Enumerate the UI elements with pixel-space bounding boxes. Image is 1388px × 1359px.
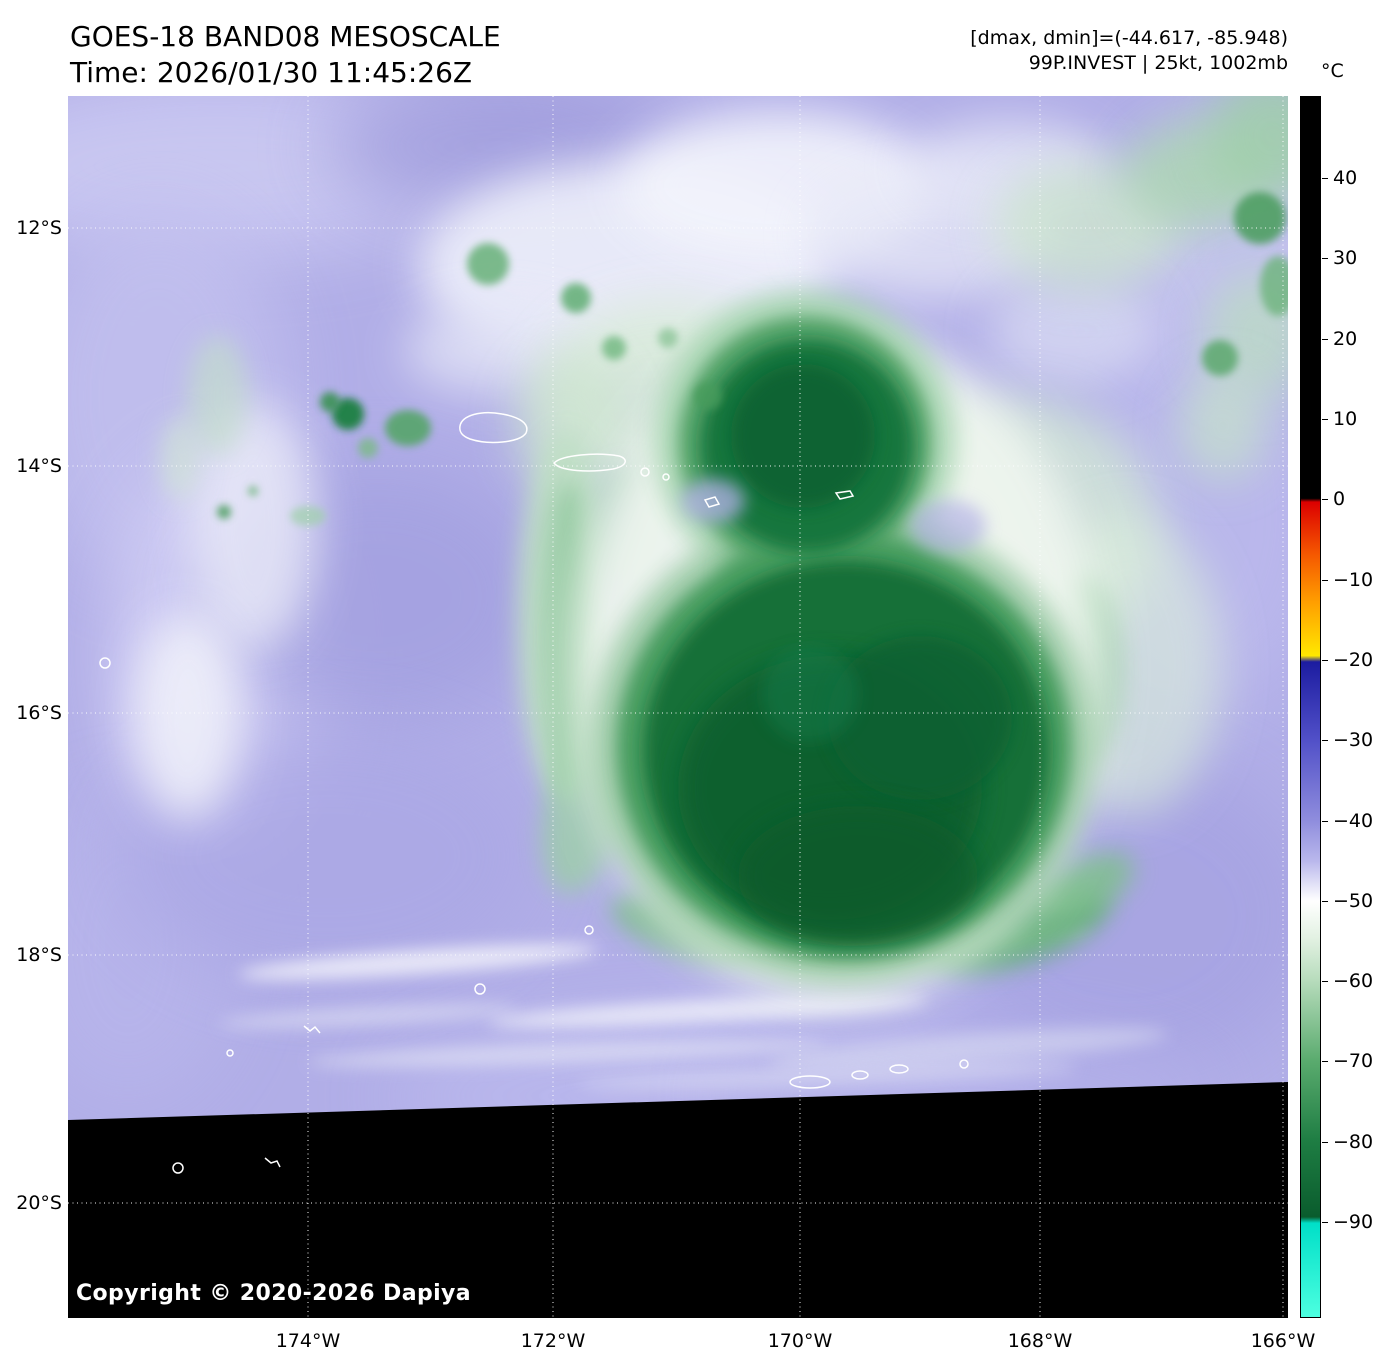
colorbar-unit-label: °C — [1321, 60, 1344, 82]
colorbar-tick: −90 — [1333, 1211, 1374, 1233]
colorbar-tick: −20 — [1333, 649, 1374, 671]
lat-label: 20°S — [16, 1192, 62, 1214]
colorbar-tick: −70 — [1333, 1050, 1374, 1072]
colorbar-tick: 30 — [1333, 247, 1358, 269]
coastlines — [99, 411, 969, 1174]
lat-label: 18°S — [16, 944, 62, 966]
dmax-dmin-readout: [dmax, dmin]=(-44.617, -85.948) — [970, 27, 1288, 49]
colorbar-tick: 20 — [1333, 328, 1358, 350]
colorbar-tick: 0 — [1333, 488, 1346, 510]
product-title: GOES-18 BAND08 MESOSCALE — [70, 20, 501, 53]
satellite-image — [68, 96, 1288, 1318]
colorbar-tick: −60 — [1333, 970, 1374, 992]
copyright-watermark: Copyright © 2020-2026 Dapiya — [76, 1281, 472, 1306]
colorbar-tick: 40 — [1333, 167, 1358, 189]
scattered-convection — [160, 192, 1288, 526]
graticule-grid-lines — [68, 96, 1288, 1318]
lon-label: 174°W — [275, 1330, 341, 1352]
colorbar-tick: −40 — [1333, 810, 1374, 832]
lat-label: 16°S — [16, 702, 62, 724]
lon-label: 170°W — [767, 1330, 833, 1352]
satellite-map: Copyright © 2020-2026 Dapiya — [68, 96, 1288, 1318]
colorbar-tick: −50 — [1333, 890, 1374, 912]
colorbar-tick: −80 — [1333, 1131, 1374, 1153]
lon-label: 172°W — [520, 1330, 586, 1352]
lat-label: 12°S — [16, 217, 62, 239]
colorbar-tick: −10 — [1333, 569, 1374, 591]
storm-readout: 99P.INVEST | 25kt, 1002mb — [1028, 52, 1288, 74]
lon-label: 166°W — [1250, 1330, 1316, 1352]
colorbar-tick: −30 — [1333, 729, 1374, 751]
timestamp: Time: 2026/01/30 11:45:26Z — [70, 56, 473, 89]
lon-label: 168°W — [1007, 1330, 1073, 1352]
lat-label: 14°S — [16, 455, 62, 477]
colorbar-tick: 10 — [1333, 408, 1358, 430]
no-data-region — [68, 1082, 1288, 1318]
temperature-colorbar — [1300, 96, 1321, 1318]
storm-cloud-mass — [573, 291, 1103, 1001]
